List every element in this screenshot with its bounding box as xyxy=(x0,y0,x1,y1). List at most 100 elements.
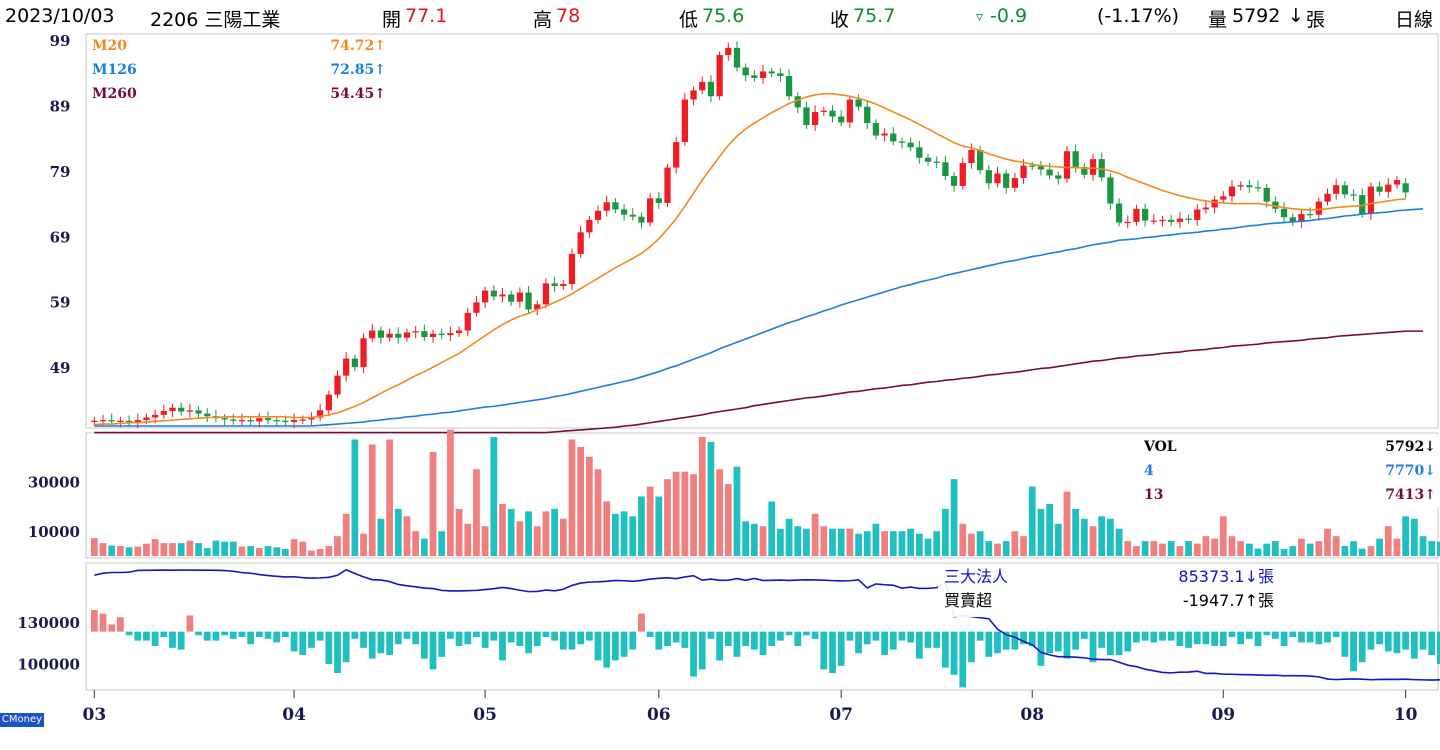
net-buy-sell-bar xyxy=(837,631,845,666)
candle-body xyxy=(803,107,810,126)
net-buy-sell-bar xyxy=(117,617,124,632)
net-buy-sell-bar xyxy=(368,631,376,659)
volume-bar xyxy=(542,511,550,556)
candle-body xyxy=(690,90,697,100)
ma126-line xyxy=(94,207,1424,427)
open-label: 開 xyxy=(382,9,402,31)
candle-body xyxy=(542,283,550,305)
candle-body xyxy=(933,161,940,163)
volume-bar xyxy=(594,469,602,556)
legend-row: M260 54.45↑ xyxy=(88,82,390,106)
candle-body xyxy=(603,202,610,211)
candle-body xyxy=(125,420,133,423)
net-buy-sell-bar xyxy=(308,631,315,648)
candle-body xyxy=(725,47,732,56)
period-selector[interactable]: 日線 xyxy=(1395,9,1434,31)
candle-body xyxy=(377,330,385,338)
volume-bar xyxy=(690,474,697,556)
net-buy-sell-bar xyxy=(1280,631,1288,647)
candle-body xyxy=(1081,166,1088,175)
legend-row: M20 74.72↑ xyxy=(88,34,390,58)
volume-bar xyxy=(1358,548,1366,556)
net-buy-sell-bar xyxy=(394,631,402,645)
candle-body xyxy=(1246,185,1253,188)
volume-bar xyxy=(1167,541,1175,556)
legend-value: 85373.1↓張 xyxy=(1178,567,1274,586)
price-ma-legend: M20 74.72↑ M126 72.85↑ M260 54.45↑ xyxy=(88,34,390,106)
candle-body xyxy=(1280,208,1288,218)
candle-body xyxy=(360,338,367,368)
volume-tick-label: 30000 xyxy=(28,474,80,492)
month-tick-label: 08 xyxy=(1020,705,1044,725)
candle-body xyxy=(308,417,315,420)
volume-bar xyxy=(117,546,124,556)
legend-value: 72.85↑ xyxy=(330,62,386,78)
net-buy-sell-bar xyxy=(820,631,828,670)
volume-bar xyxy=(976,531,984,556)
net-buy-sell-bar xyxy=(1393,631,1401,654)
net-buy-sell-bar xyxy=(872,631,880,641)
net-buy-sell-bar xyxy=(1272,631,1279,639)
net-buy-sell-bar xyxy=(724,631,732,647)
volume-bar xyxy=(724,484,732,556)
net-buy-sell-bar xyxy=(950,631,958,675)
quote-date: 2023/10/03 xyxy=(5,5,115,27)
net-buy-sell-bar xyxy=(881,631,888,656)
candle-body xyxy=(343,358,350,376)
net-buy-sell-bar xyxy=(160,631,168,638)
candle-body xyxy=(178,407,185,412)
volume-bar xyxy=(698,437,706,556)
volume-bar xyxy=(1124,541,1132,556)
volume-down-icon: ↓ xyxy=(1288,5,1304,27)
net-buy-sell-bar xyxy=(620,631,628,657)
net-buy-sell-bar xyxy=(803,631,810,636)
volume-bar xyxy=(186,540,194,556)
volume-bar xyxy=(507,508,515,556)
volume-bar xyxy=(1115,528,1123,556)
volume-bar xyxy=(316,549,324,556)
candle-body xyxy=(534,304,541,310)
candle-body xyxy=(1220,196,1227,200)
net-buy-sell-bar xyxy=(1028,631,1036,647)
volume-bar xyxy=(386,439,393,556)
brand-logo: CMoney xyxy=(0,713,44,727)
candle-body xyxy=(716,55,723,97)
candle-body xyxy=(1202,207,1210,210)
net-buy-sell-bar xyxy=(768,631,776,647)
legend-name: VOL xyxy=(1144,439,1177,455)
legend-name: M260 xyxy=(92,86,137,102)
candle-body xyxy=(264,418,272,421)
volume-bar xyxy=(915,533,923,556)
candle-body xyxy=(1307,214,1314,216)
legend-row: 三大法人 85373.1↓張 xyxy=(938,565,1280,589)
legend-value: 7770↓ xyxy=(1385,463,1436,479)
close-value: 75.7 xyxy=(853,5,896,27)
net-buy-sell-bar xyxy=(690,631,697,677)
legend-row: 13 7413↑ xyxy=(1140,483,1440,507)
net-buy-sell-bar xyxy=(846,631,854,641)
candle-body xyxy=(560,284,567,286)
volume-bar xyxy=(1410,518,1418,556)
candle-body xyxy=(464,312,471,331)
volume-bar xyxy=(1393,538,1401,556)
institutional-legend: 三大法人 85373.1↓張 買賣超 -1947.7↑張 xyxy=(938,565,1280,617)
net-buy-sell-bar xyxy=(429,631,437,670)
ma20-line xyxy=(94,92,1406,426)
candle-body xyxy=(881,133,888,136)
price-panel xyxy=(85,33,1439,429)
net-buy-sell-bar xyxy=(473,631,480,638)
quote-header: 2023/10/03 2206 三陽工業 開 77.1 高 78 低 75.6 … xyxy=(0,0,1440,34)
net-buy-sell-bar xyxy=(342,631,350,663)
net-buy-sell-bar xyxy=(1054,631,1062,652)
legend-name: 買賣超 xyxy=(944,591,993,610)
net-buy-sell-bar xyxy=(1020,631,1027,645)
net-buy-sell-bar xyxy=(924,631,932,648)
volume-bar xyxy=(1176,546,1184,556)
volume-bar xyxy=(907,528,915,556)
legend-value: 5792↓ xyxy=(1385,439,1436,455)
candle-body xyxy=(455,330,463,334)
net-buy-sell-bar xyxy=(1245,631,1253,639)
net-buy-sell-bar xyxy=(1254,631,1262,647)
candle-body xyxy=(221,418,228,420)
candle-body xyxy=(551,283,558,286)
